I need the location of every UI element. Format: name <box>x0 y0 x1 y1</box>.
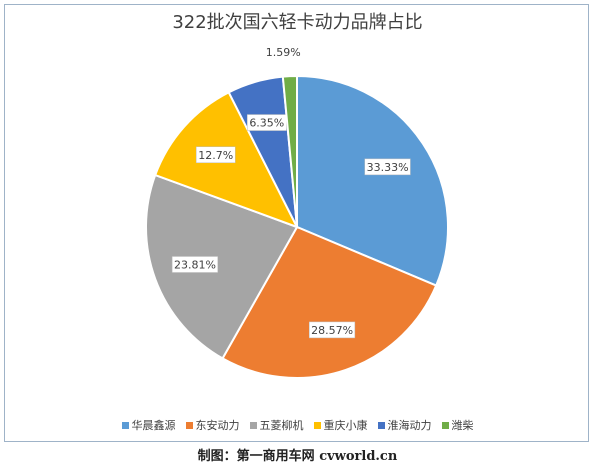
legend-swatch <box>377 421 385 429</box>
legend-item-4: 重庆小康 <box>313 417 368 433</box>
footer-credit: 制图：第一商用车网 cvworld.cn <box>197 449 398 464</box>
svg-text:23.81%: 23.81% <box>174 258 216 271</box>
legend-label: 五菱柳机 <box>259 419 304 432</box>
legend-item-3: 五菱柳机 <box>249 417 304 433</box>
legend-label: 淮海动力 <box>387 419 432 432</box>
chart-legend: 华晨鑫源 东安动力 五菱柳机 重庆小康 淮海动力 潍柴 <box>0 417 595 433</box>
legend-label: 华晨鑫源 <box>131 419 176 432</box>
legend-item-6: 潍柴 <box>441 417 474 433</box>
chart-title: 322批次国六轻卡动力品牌占比 <box>172 12 423 33</box>
legend-swatch <box>249 421 257 429</box>
svg-text:12.7%: 12.7% <box>198 149 233 162</box>
pie-slice-3 <box>145 173 299 360</box>
legend-swatch <box>121 421 129 429</box>
svg-text:33.33%: 33.33% <box>367 161 409 174</box>
legend-label: 东安动力 <box>195 419 240 432</box>
svg-text:1.59%: 1.59% <box>266 46 301 59</box>
data-label-4: 12.7% <box>195 146 236 164</box>
legend-swatch <box>441 421 449 429</box>
data-label-1: 33.33% <box>364 158 411 176</box>
data-label-6: 1.59% <box>266 46 301 59</box>
data-label-5: 6.35% <box>247 114 287 131</box>
legend-item-5: 淮海动力 <box>377 417 432 433</box>
svg-text:28.57%: 28.57% <box>311 324 353 337</box>
pie-slice-6 <box>281 74 298 228</box>
svg-text:6.35%: 6.35% <box>249 117 284 130</box>
legend-label: 潍柴 <box>451 419 474 432</box>
legend-item-1: 华晨鑫源 <box>121 417 176 433</box>
legend-swatch <box>313 421 321 429</box>
pie-slice-1 <box>296 74 449 287</box>
legend-item-2: 东安动力 <box>185 417 240 433</box>
legend-swatch <box>185 421 193 429</box>
data-label-3: 23.81% <box>171 256 218 273</box>
data-label-2: 28.57% <box>309 321 356 339</box>
legend-label: 重庆小康 <box>323 419 368 432</box>
